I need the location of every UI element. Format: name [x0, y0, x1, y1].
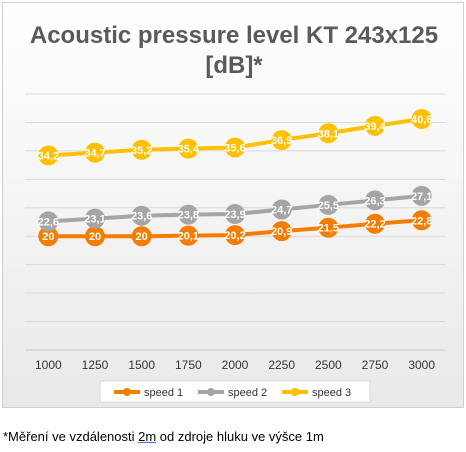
- data-label: 22,6: [38, 216, 59, 228]
- data-point: [178, 204, 199, 225]
- data-point: [365, 213, 385, 234]
- data-point: [38, 211, 59, 232]
- data-point: [318, 194, 339, 215]
- data-point: [38, 226, 59, 247]
- chart-area: Acoustic pressure level KT 243x125 [dB]*…: [2, 2, 464, 408]
- legend-label: speed 3: [312, 387, 351, 399]
- footnote: *Měření ve vzdálenosti 2m od zdroje hluk…: [3, 429, 324, 444]
- data-label: 21,5: [318, 223, 339, 235]
- legend-box: [99, 380, 371, 403]
- data-label: 20: [89, 231, 101, 243]
- data-point: [225, 204, 245, 225]
- data-point: [178, 138, 199, 159]
- data-point: [85, 142, 105, 163]
- data-label: 23,1: [84, 214, 105, 226]
- data-label: 26,3: [364, 195, 385, 207]
- data-label: 27,1: [411, 191, 432, 203]
- data-point: [85, 208, 105, 229]
- legend-label: speed 2: [228, 387, 267, 399]
- data-point: [131, 139, 152, 160]
- data-point: [411, 185, 432, 206]
- x-tick-label: 1500: [128, 358, 155, 372]
- x-tick-label: 3000: [408, 358, 435, 372]
- line-chart: Acoustic pressure level KT 243x125 [dB]*…: [25, 22, 445, 403]
- data-label: 35,6: [224, 142, 245, 154]
- data-point: [131, 205, 152, 226]
- chart-title-line-1: Acoustic pressure level KT 243x125: [30, 22, 438, 49]
- data-label: 20: [136, 231, 148, 243]
- data-label: 22,8: [411, 215, 432, 227]
- data-label: 25,5: [318, 200, 339, 212]
- series-layer: 20 20 20 20,1 20,2 20,9 21,5 22,2 22,8 22,6 23,1 23…: [38, 109, 432, 247]
- data-label: 22,2: [364, 219, 385, 231]
- data-label: 20,1: [178, 231, 199, 243]
- data-label: 35,2: [131, 145, 152, 157]
- data-point: [271, 199, 292, 220]
- data-label: 20,9: [271, 226, 292, 238]
- x-tick-label: 2250: [268, 358, 295, 372]
- chart-title-line-2: [dB]*: [205, 52, 263, 79]
- data-label: 38,1: [318, 128, 339, 140]
- data-label: 20: [42, 231, 54, 243]
- data-label: 24,7: [271, 204, 292, 216]
- data-label: 35,4: [178, 144, 200, 156]
- data-point: [365, 190, 385, 211]
- data-label: 39,4: [364, 121, 386, 133]
- x-axis: 1000 1250 1500 1750 2000 2250 2500 2750 3000: [35, 358, 435, 372]
- footnote-after: od zdroje hluku ve výšce 1m: [156, 429, 324, 444]
- legend-swatch-marker: [207, 388, 215, 396]
- footnote-before: *Měření ve vzdálenosti: [3, 429, 139, 444]
- data-label: 23,8: [178, 210, 199, 222]
- data-point: [271, 221, 292, 242]
- x-tick-label: 1250: [82, 358, 109, 372]
- data-point: [131, 226, 152, 247]
- data-label: 23,9: [224, 209, 245, 221]
- data-point: [271, 130, 292, 151]
- data-point: [225, 225, 245, 246]
- data-point: [365, 115, 385, 136]
- data-point: [225, 137, 245, 158]
- data-point: [38, 145, 59, 166]
- data-point: [178, 225, 199, 246]
- legend-swatch-marker: [123, 388, 131, 396]
- data-label: 20,2: [224, 230, 245, 242]
- data-point: [318, 217, 339, 238]
- data-label: 40,6: [411, 114, 432, 126]
- footnote-distance: 2m: [138, 429, 157, 444]
- data-label: 34,2: [38, 150, 59, 162]
- data-label: 36,9: [271, 135, 292, 147]
- legend: speed 1 speed 2 speed 3: [99, 380, 371, 403]
- x-tick-label: 2000: [222, 358, 249, 372]
- x-tick-label: 2750: [362, 358, 389, 372]
- data-point: [318, 123, 339, 144]
- x-tick-label: 1000: [35, 358, 62, 372]
- data-label: 34,7: [84, 148, 105, 160]
- x-tick-label: 2500: [315, 358, 342, 372]
- data-point: [85, 226, 105, 247]
- data-point: [411, 210, 432, 231]
- x-tick-label: 1750: [175, 358, 202, 372]
- data-label: 23,6: [131, 211, 152, 223]
- legend-swatch-marker: [291, 388, 299, 396]
- legend-label: speed 1: [144, 387, 183, 399]
- data-point: [411, 109, 432, 130]
